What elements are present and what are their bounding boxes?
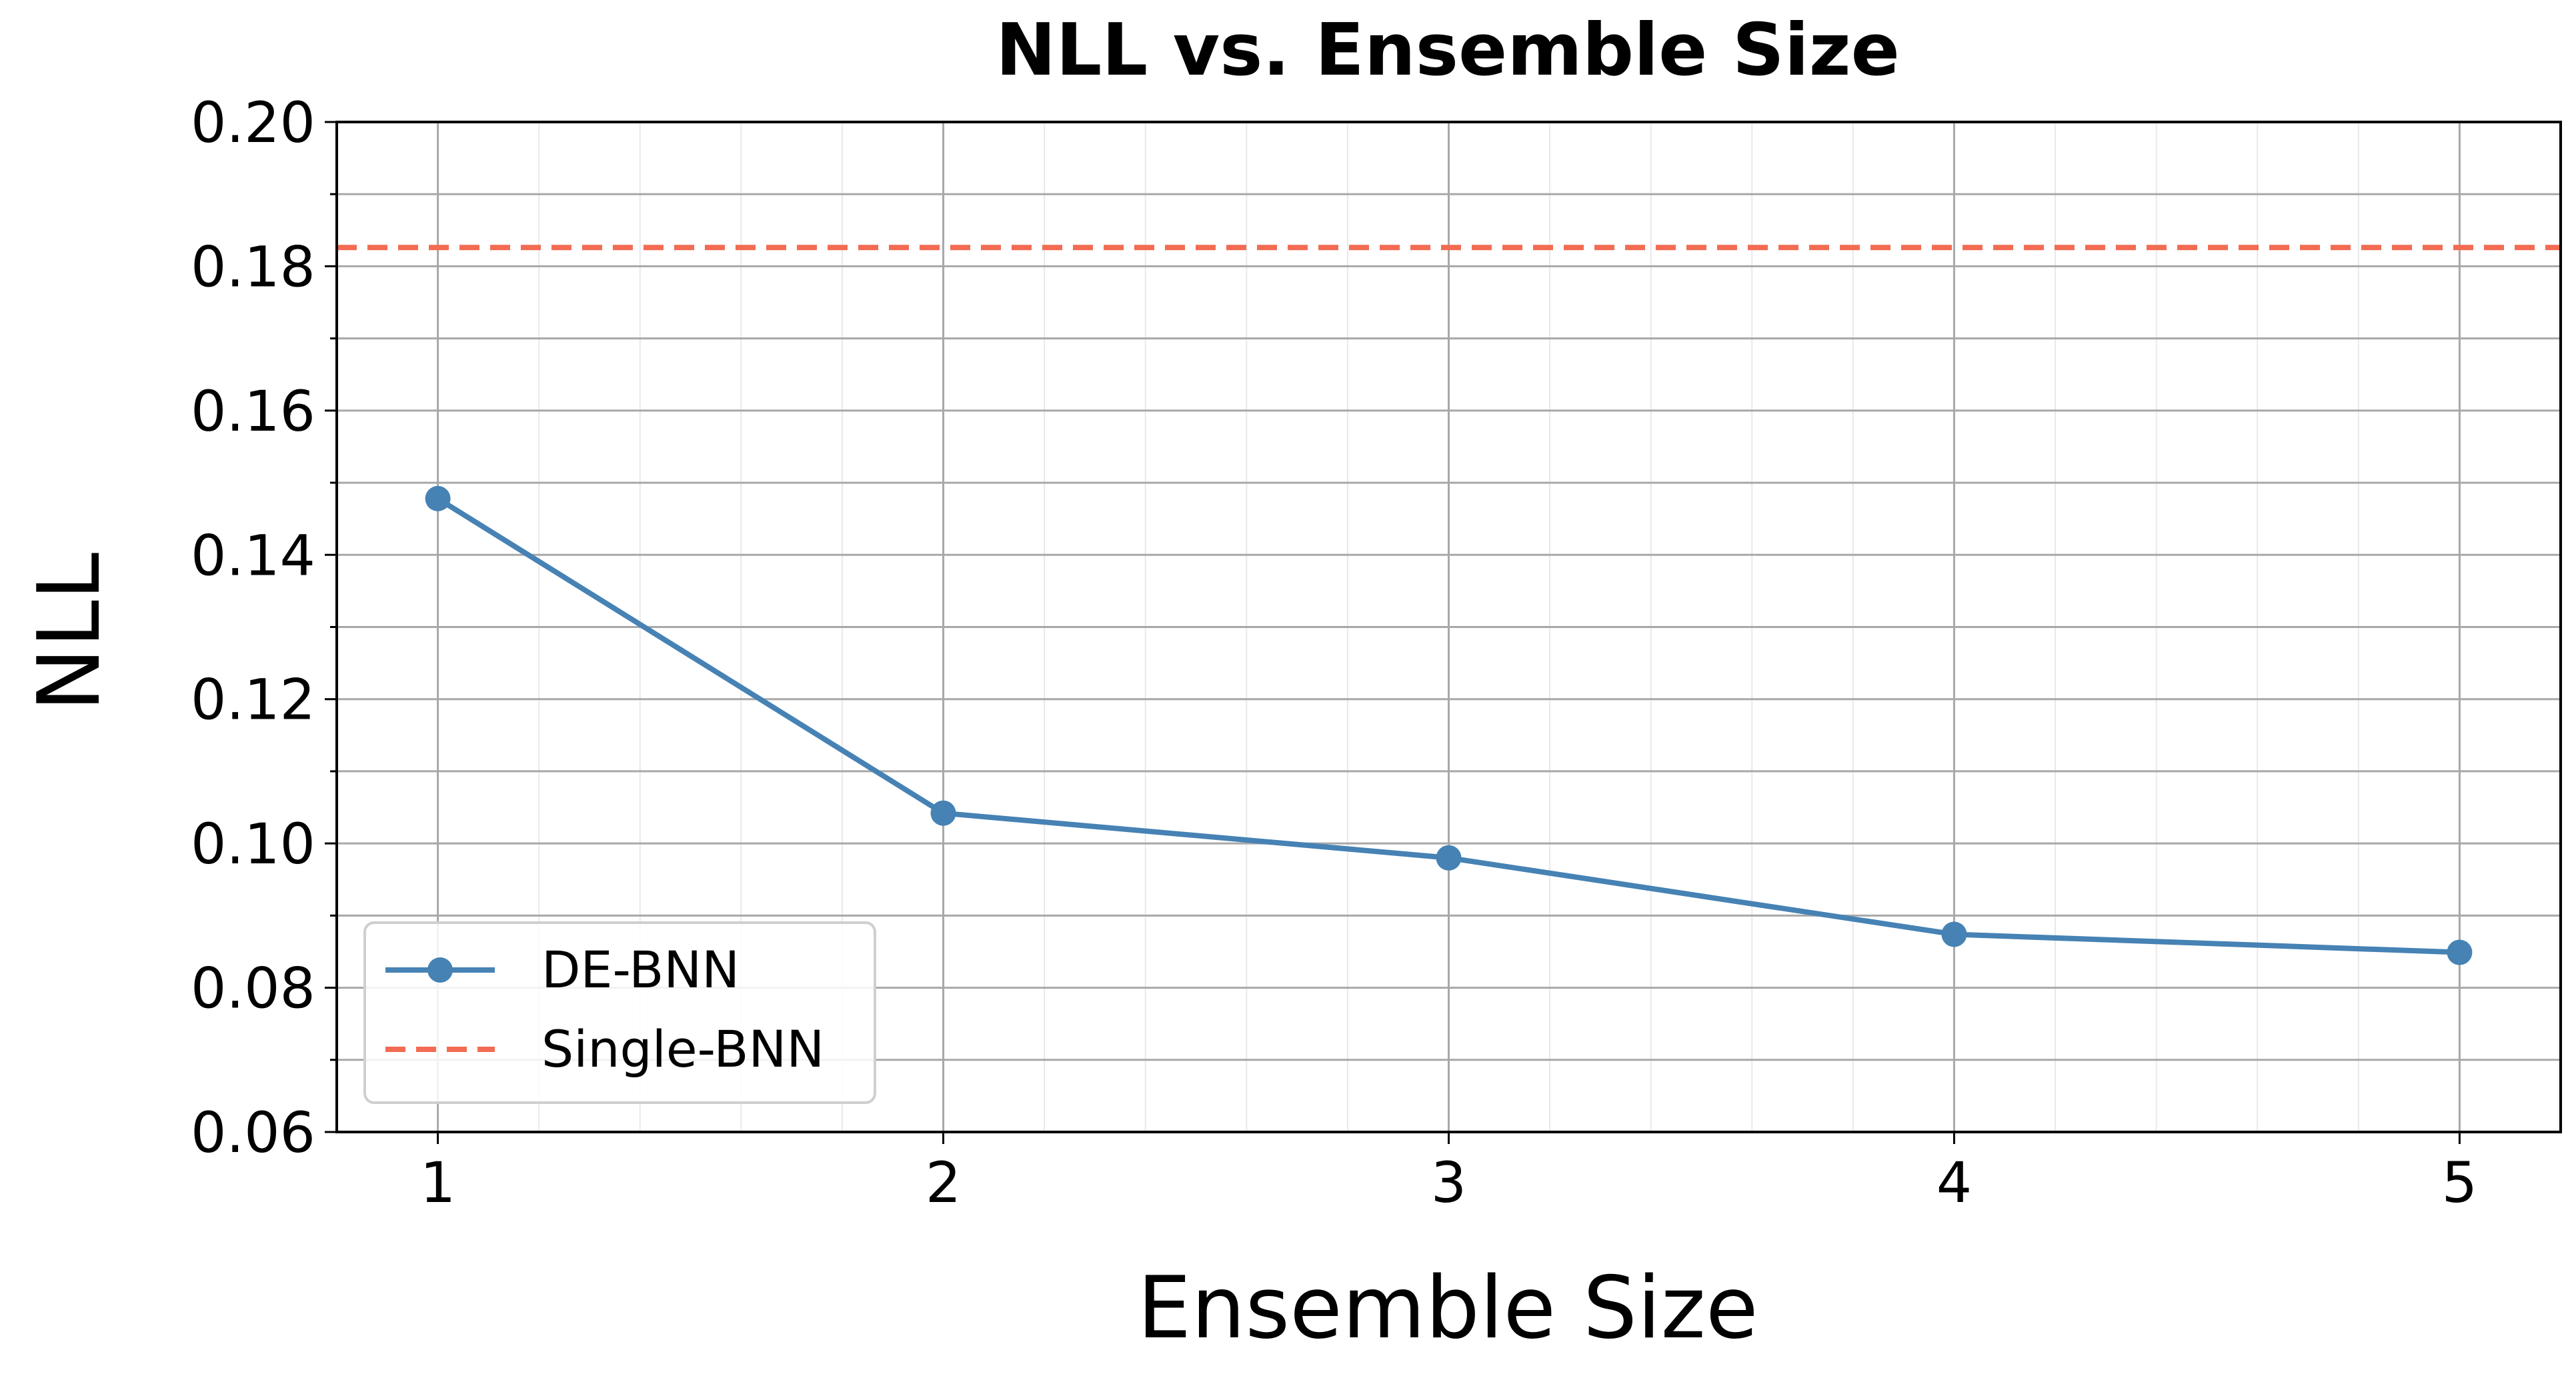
de-bnn-point (2447, 939, 2473, 965)
y-axis-label: NLL (20, 553, 119, 711)
de-bnn-point (1941, 921, 1967, 947)
x-axis-label: Ensemble Size (1137, 1259, 1758, 1358)
legend: DE-BNN Single-BNN (363, 921, 876, 1104)
legend-marker-de-bnn (427, 957, 453, 983)
y-tick-label: 0.18 (191, 234, 315, 299)
y-tick-label: 0.14 (191, 523, 315, 588)
x-tick-label: 3 (1431, 1150, 1466, 1215)
chart-title: NLL vs. Ensemble Size (996, 9, 1900, 92)
y-tick-label: 0.12 (191, 667, 315, 733)
x-tick-label: 2 (926, 1150, 961, 1215)
de-bnn-point (930, 800, 956, 826)
x-axis-ticks: 1 2 3 4 5 (420, 1132, 2477, 1215)
y-tick-label: 0.06 (191, 1100, 315, 1165)
y-tick-label: 0.16 (191, 379, 315, 444)
y-tick-label: 0.20 (191, 90, 315, 155)
y-tick-label: 0.08 (191, 956, 315, 1021)
de-bnn-point (425, 485, 451, 511)
x-tick-label: 1 (420, 1150, 455, 1215)
legend-label-de-bnn: DE-BNN (541, 940, 740, 999)
x-tick-label: 4 (1937, 1150, 1972, 1215)
legend-label-single-bnn: Single-BNN (541, 1019, 824, 1079)
de-bnn-point (1436, 845, 1462, 871)
y-axis-ticks: 0.06 0.08 0.10 0.12 0.14 0.16 0.18 0.20 (191, 90, 337, 1165)
x-tick-label: 5 (2442, 1150, 2477, 1215)
y-tick-label: 0.10 (191, 811, 315, 877)
series-layer (425, 485, 2473, 965)
